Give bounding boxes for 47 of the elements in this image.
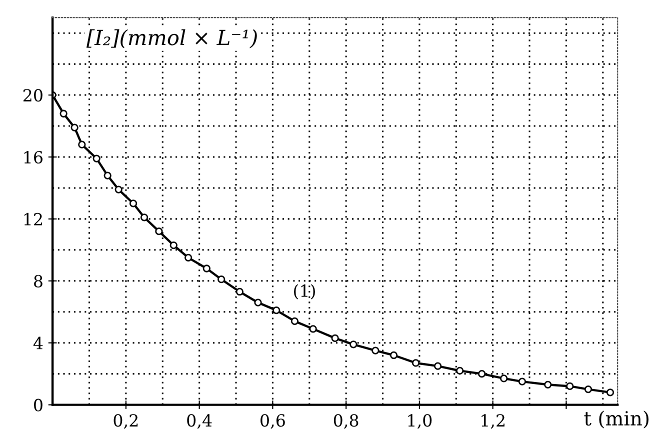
point xyxy=(272,306,280,314)
point xyxy=(500,374,508,382)
x-tick-label: 1,0 xyxy=(408,414,432,429)
point xyxy=(170,241,178,250)
y-tick-label: 16 xyxy=(24,150,42,164)
x-tick-label: 0,6 xyxy=(260,414,285,429)
point xyxy=(566,382,574,390)
x-tick-label: 0,8 xyxy=(334,414,358,429)
x-axis-title: t (min) xyxy=(584,410,648,428)
y-tick-label: 8 xyxy=(34,274,42,288)
point xyxy=(331,334,339,342)
y-tick-label: 20 xyxy=(23,89,42,102)
annotation: (1) xyxy=(294,284,315,300)
point xyxy=(412,359,420,367)
point xyxy=(114,186,122,194)
point xyxy=(140,214,148,222)
point xyxy=(70,124,78,132)
x-tick-label: 0,4 xyxy=(187,414,212,429)
point xyxy=(129,200,138,208)
point xyxy=(236,288,244,296)
point xyxy=(606,388,614,396)
y-tick-label: 4 xyxy=(33,336,43,350)
point xyxy=(456,366,464,375)
point xyxy=(60,110,68,118)
point xyxy=(202,264,210,272)
point xyxy=(350,340,358,348)
point xyxy=(390,351,398,360)
point xyxy=(155,228,163,236)
point xyxy=(92,154,100,162)
y-tick-label: 0 xyxy=(34,398,42,412)
point xyxy=(544,380,552,388)
point xyxy=(104,172,112,180)
x-tick-label: 1,2 xyxy=(482,414,504,429)
point xyxy=(254,298,262,306)
point xyxy=(478,370,486,378)
point xyxy=(372,346,380,354)
point xyxy=(290,317,299,325)
point xyxy=(218,276,226,284)
x-tick-label: 0,2 xyxy=(114,414,138,429)
point xyxy=(184,254,192,262)
point xyxy=(434,362,442,370)
point xyxy=(78,140,86,148)
point xyxy=(309,325,317,333)
point xyxy=(518,378,526,386)
y-tick-label: 12 xyxy=(24,212,42,226)
y-axis-title: [I₂](mmol × L⁻¹) xyxy=(86,29,257,48)
point xyxy=(584,385,592,394)
